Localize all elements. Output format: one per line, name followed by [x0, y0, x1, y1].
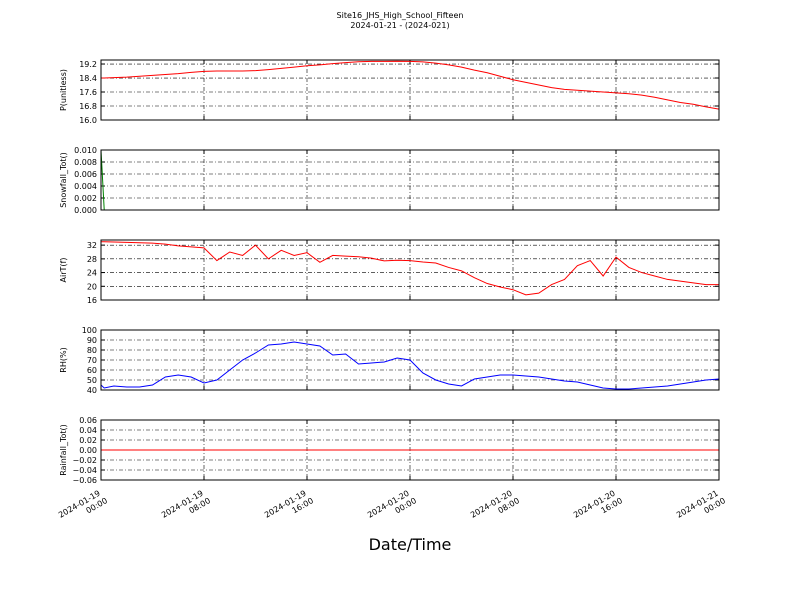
y-tick-label: 0.002 — [74, 194, 97, 203]
data-line — [101, 241, 719, 296]
y-tick-label: 16.0 — [79, 116, 97, 125]
y-axis-label: Snowfall_Tot() — [59, 152, 68, 208]
y-tick-label: 90 — [87, 336, 97, 345]
y-axis-label: Rainfall_Tot() — [59, 424, 68, 476]
y-tick-label: 0.008 — [74, 158, 97, 167]
chart-subtitle: 2024-01-21 - (2024-021) — [350, 21, 449, 30]
panel-frame — [100, 329, 720, 391]
y-tick-label: 0.02 — [79, 436, 97, 445]
y-tick-label: 24 — [87, 269, 97, 278]
panel-frame — [100, 59, 720, 121]
y-tick-label: −0.02 — [72, 456, 97, 465]
chart-title: Site16_JHS_High_School_Fifteen — [337, 11, 464, 20]
y-tick-label: 19.2 — [79, 60, 97, 69]
y-tick-label: 0.04 — [79, 426, 97, 435]
y-tick-label: 40 — [87, 386, 97, 395]
data-line — [101, 341, 719, 390]
data-line — [101, 60, 719, 110]
y-tick-label: 17.6 — [79, 88, 97, 97]
y-tick-label: 70 — [87, 356, 97, 365]
y-tick-label: −0.06 — [72, 476, 97, 485]
x-axis-label: Date/Time — [369, 535, 452, 554]
y-tick-label: 0.004 — [74, 182, 97, 191]
y-tick-label: 16.8 — [79, 102, 97, 111]
y-tick-label: 0.06 — [79, 416, 97, 425]
y-tick-label: 32 — [87, 241, 97, 250]
y-tick-label: 50 — [87, 376, 97, 385]
y-tick-label: 20 — [87, 282, 97, 291]
y-tick-label: 16 — [87, 296, 97, 305]
y-tick-label: 28 — [87, 255, 97, 264]
y-axis-label: RH(%) — [59, 347, 68, 372]
y-tick-label: 0.006 — [74, 170, 97, 179]
y-tick-label: −0.04 — [72, 466, 97, 475]
y-axis-label: AirT(f) — [59, 258, 68, 283]
panel-frame — [100, 239, 720, 301]
plot-area — [101, 241, 719, 296]
y-tick-label: 0.010 — [74, 146, 97, 155]
y-tick-label: 80 — [87, 346, 97, 355]
y-tick-label: 100 — [82, 326, 97, 335]
y-tick-label: 60 — [87, 366, 97, 375]
y-axis-label: P(unitless) — [59, 69, 68, 111]
y-tick-label: 18.4 — [79, 74, 97, 83]
y-tick-label: 0.00 — [79, 446, 97, 455]
panel-frame — [100, 419, 720, 481]
plot-area — [101, 60, 719, 110]
plot-area — [101, 341, 719, 390]
panel-frame — [100, 149, 720, 211]
y-tick-label: 0.000 — [74, 206, 97, 215]
